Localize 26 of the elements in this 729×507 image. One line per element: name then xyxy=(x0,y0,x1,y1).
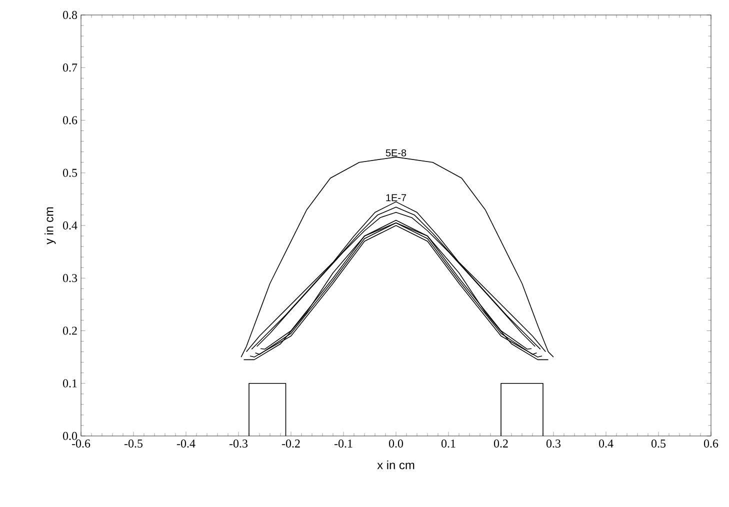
y-tick-label: 0.5 xyxy=(62,168,78,177)
y-tick-label: 0.8 xyxy=(62,10,78,20)
y-tick-label: 0.4 xyxy=(62,221,78,230)
x-tick-label: 0.4 xyxy=(598,440,614,448)
y-axis-title: y in cm xyxy=(44,207,56,244)
series-label: 1E-7 xyxy=(386,194,406,202)
x-tick-label: -0.6 xyxy=(72,440,90,448)
x-axis-title: x in cm xyxy=(377,460,414,470)
x-tick-label: 0.5 xyxy=(651,440,666,448)
x-tick-label: -0.2 xyxy=(282,440,300,448)
y-tick-label: 0.1 xyxy=(62,379,77,388)
y-tick-label: 0.2 xyxy=(62,326,77,335)
x-tick-label: 0.2 xyxy=(494,440,508,448)
x-tick-label: 0.0 xyxy=(388,440,404,448)
x-tick-label: -0.1 xyxy=(334,440,352,448)
y-tick-label: 0.0 xyxy=(62,432,78,440)
x-tick-label: 0.3 xyxy=(546,440,561,448)
y-tick-label: 0.7 xyxy=(62,64,78,72)
x-tick-label: 0.1 xyxy=(441,440,456,448)
series-label: 5E-8 xyxy=(386,149,406,156)
x-tick-label: -0.4 xyxy=(176,440,196,448)
x-tick-label: 0.6 xyxy=(704,440,718,448)
y-tick-label: 0.3 xyxy=(62,274,78,282)
x-tick-label: -0.5 xyxy=(124,440,143,448)
y-tick-label: 0.6 xyxy=(62,116,78,124)
x-tick-label: -0.3 xyxy=(229,440,248,448)
